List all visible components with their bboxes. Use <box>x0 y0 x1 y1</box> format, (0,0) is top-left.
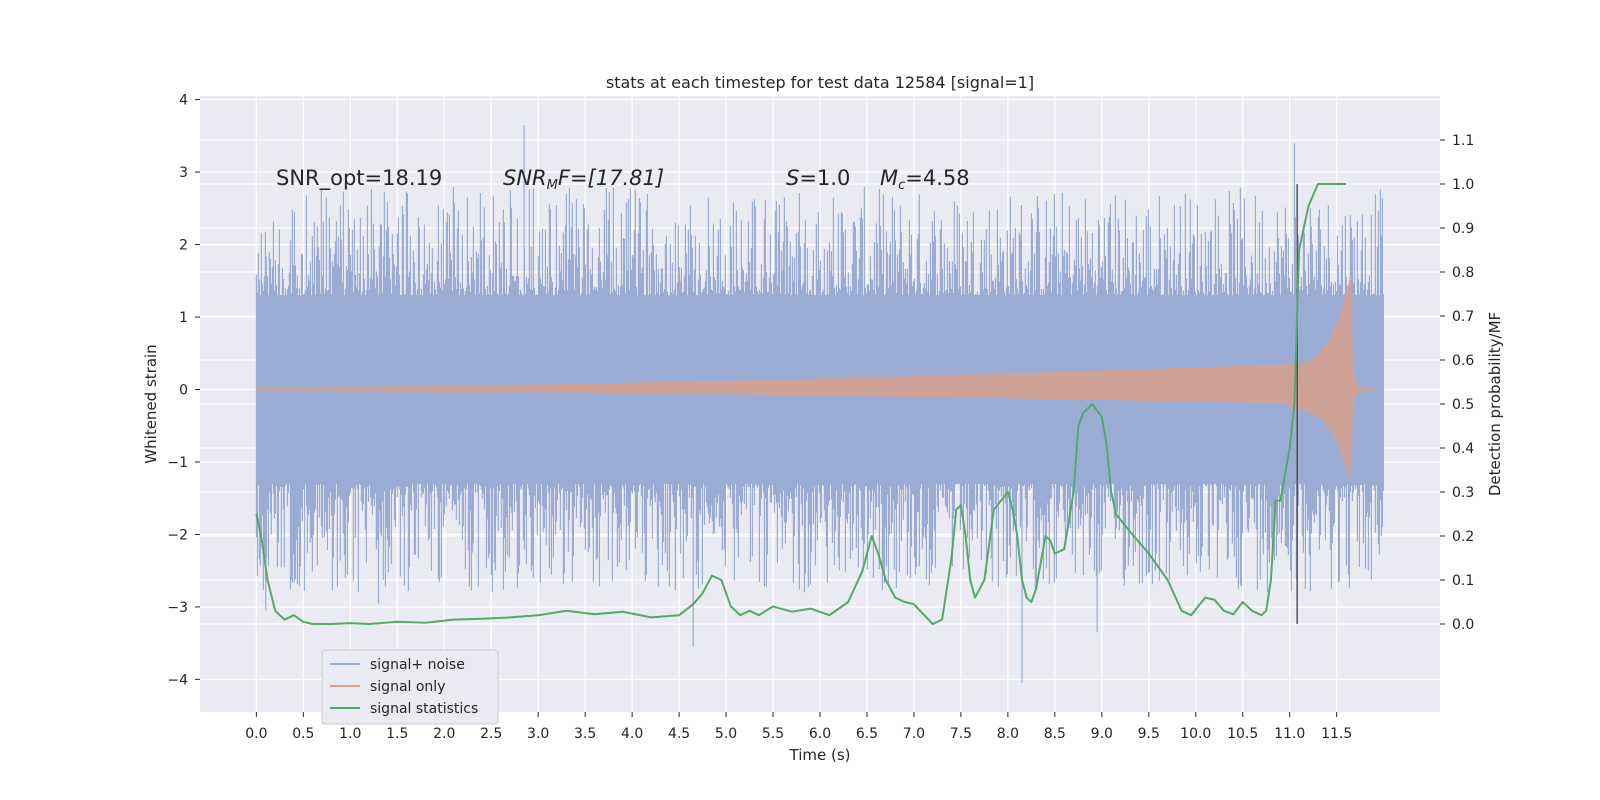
right-y-tick-label: 0.5 <box>1452 397 1474 413</box>
x-tick-label: 7.5 <box>950 726 972 742</box>
s-annotation: S=1.0 <box>786 166 850 190</box>
legend-label-signal: signal only <box>370 679 445 695</box>
x-tick-label: 1.0 <box>339 726 361 742</box>
x-tick-label: 3.0 <box>527 726 549 742</box>
right-y-axis-ticks: 0.0 0.1 0.2 0.3 0.4 0.5 0.6 0.7 0.8 0.9 1.0 1.1 <box>1440 133 1474 633</box>
x-tick-label: 11.5 <box>1321 726 1352 742</box>
right-y-tick-label: 0.2 <box>1452 529 1474 545</box>
x-tick-label: 4.0 <box>621 726 643 742</box>
x-tick-label: 0.0 <box>245 726 267 742</box>
x-tick-label: 6.0 <box>809 726 831 742</box>
y-axis-ticks: 4 3 2 1 0 −1 −2 −3 −4 <box>167 93 200 688</box>
right-y-tick-label: 0.9 <box>1452 221 1474 237</box>
legend-label-noise: signal+ noise <box>370 657 465 673</box>
x-tick-label: 9.0 <box>1091 726 1113 742</box>
x-tick-label: 3.5 <box>574 726 596 742</box>
x-tick-label: 6.5 <box>856 726 878 742</box>
legend-label-stats: signal statistics <box>370 701 478 717</box>
x-tick-label: 5.5 <box>762 726 784 742</box>
signal-only-series <box>256 273 1375 483</box>
y-tick-label: −2 <box>167 527 188 543</box>
x-tick-label: 1.5 <box>386 726 408 742</box>
mc-annotation: Mc=4.58 <box>880 166 970 193</box>
y-tick-label: 1 <box>179 310 188 326</box>
chart-title: stats at each timestep for test data 125… <box>606 73 1034 92</box>
signal-statistics-series <box>255 183 1347 625</box>
snr-mf-annotation: SNRMF=[17.81] <box>503 166 664 193</box>
right-y-tick-label: 0.3 <box>1452 485 1474 501</box>
right-y-tick-label: 0.0 <box>1452 617 1474 633</box>
x-tick-label: 8.0 <box>997 726 1019 742</box>
x-tick-label: 10.0 <box>1180 726 1211 742</box>
y-tick-label: −3 <box>167 600 188 616</box>
x-tick-label: 10.5 <box>1227 726 1258 742</box>
right-y-tick-label: 0.7 <box>1452 309 1474 325</box>
x-axis-ticks: 0.0 0.5 1.0 1.5 2.0 2.5 3.0 3.5 4.0 4.5 5.0 5.5 6.0 6… <box>245 712 1352 742</box>
x-tick-label: 5.0 <box>715 726 737 742</box>
signal-chirp-fill <box>256 273 1375 483</box>
stats-line <box>255 183 1347 625</box>
legend: signal+ noise signal only signal statist… <box>321 649 499 725</box>
y-tick-label: 4 <box>179 93 188 109</box>
x-tick-label: 2.0 <box>433 726 455 742</box>
x-tick-label: 8.5 <box>1044 726 1066 742</box>
x-tick-label: 2.5 <box>480 726 502 742</box>
right-y-tick-label: 0.8 <box>1452 265 1474 281</box>
x-tick-label: 9.5 <box>1138 726 1160 742</box>
y-axis-label: Whitened strain <box>142 344 160 463</box>
x-tick-label: 11.0 <box>1274 726 1305 742</box>
right-y-tick-label: 1.0 <box>1452 177 1474 193</box>
right-y-tick-label: 0.1 <box>1452 573 1474 589</box>
y-tick-label: −1 <box>167 455 188 471</box>
y-tick-label: 2 <box>179 238 188 254</box>
x-tick-label: 4.5 <box>668 726 690 742</box>
snr-opt-annotation: SNR_opt=18.19 <box>276 166 442 191</box>
x-tick-label: 7.0 <box>903 726 925 742</box>
y-tick-label: 0 <box>179 383 188 399</box>
y-tick-label: −4 <box>167 672 188 688</box>
right-y-tick-label: 1.1 <box>1452 133 1474 149</box>
annotations: SNR_opt=18.19 SNRMF=[17.81] S=1.0 Mc=4.5… <box>276 166 970 193</box>
legend-box <box>321 649 499 725</box>
right-y-axis-label: Detection probability/MF <box>1486 312 1504 496</box>
right-y-tick-label: 0.4 <box>1452 441 1474 457</box>
x-tick-label: 0.5 <box>292 726 314 742</box>
x-axis-label: Time (s) <box>789 746 851 764</box>
y-tick-label: 3 <box>179 165 188 181</box>
right-y-tick-label: 0.6 <box>1452 353 1474 369</box>
